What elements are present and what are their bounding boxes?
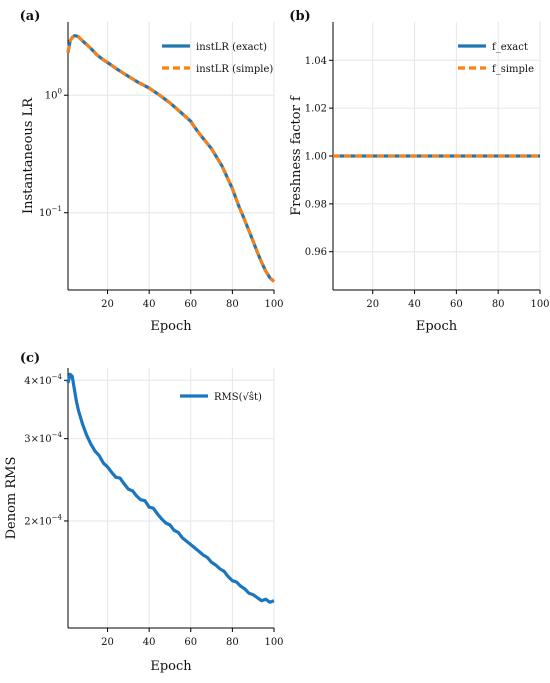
x-tick-label: 20 (101, 299, 114, 310)
series-line-2 (66, 34, 276, 283)
legend-label-1: RMS(√ŝt) (214, 392, 262, 403)
y-tick-label: 3×10−4 (24, 431, 62, 445)
x-tick-label: 40 (143, 637, 156, 648)
y-tick-label: 10−1 (39, 205, 62, 219)
panel-a: 20 40 60 80 100 100 10−1 Epoch Instantaneous LR (… (20, 9, 284, 334)
x-tick-label: 20 (366, 299, 379, 310)
panel-label: (a) (20, 9, 41, 24)
x-tick-label: 20 (101, 637, 114, 648)
y-tick-label: 1.02 (305, 104, 327, 115)
panel-c: 20 40 60 80 100 4×10−4 3×10−4 2×10−4 Epoch Denom … (4, 351, 284, 674)
x-tick-label: 80 (226, 299, 239, 310)
y-axis-label: Instantaneous LR (21, 97, 36, 214)
x-tick-label: 100 (530, 299, 549, 310)
legend-label-2: instLR (simple) (196, 64, 273, 75)
y-axis-label: Denom RMS (4, 457, 19, 540)
panel-label: (b) (289, 9, 310, 24)
legend-label-1: f_exact (492, 42, 528, 53)
legend-label-1: instLR (exact) (196, 42, 267, 53)
x-tick-label: 80 (492, 299, 505, 310)
x-tick-label: 40 (143, 299, 156, 310)
panel-b: 20 40 60 80 100 0.96 0.98 1.00 1.02 1.04 Epoch Fres… (289, 9, 550, 334)
y-tick-label: 0.98 (305, 199, 327, 210)
y-tick-label: 1.04 (305, 56, 327, 67)
y-tick-label: 0.96 (305, 247, 327, 258)
legend-label-2: f_simple (492, 64, 534, 75)
x-tick-label: 40 (408, 299, 421, 310)
x-axis-label: Epoch (150, 659, 192, 674)
y-tick-label: 4×10−4 (24, 373, 62, 387)
x-tick-label: 100 (264, 637, 283, 648)
x-tick-label: 80 (226, 637, 239, 648)
x-tick-label: 60 (184, 299, 197, 310)
y-tick-label: 2×10−4 (24, 513, 62, 527)
series-line-1 (66, 372, 275, 604)
x-axis-label: Epoch (416, 319, 458, 334)
x-axis-label: Epoch (150, 319, 192, 334)
x-tick-label: 60 (450, 299, 463, 310)
x-tick-label: 60 (184, 637, 197, 648)
y-tick-label: 1.00 (305, 152, 327, 163)
y-axis-label: Freshness factor f (289, 95, 304, 216)
x-tick-label: 100 (264, 299, 283, 310)
y-tick-label: 100 (45, 88, 62, 102)
panel-label: (c) (20, 351, 40, 366)
